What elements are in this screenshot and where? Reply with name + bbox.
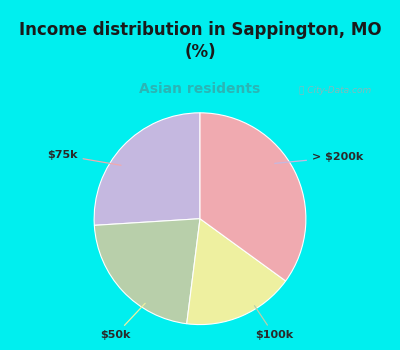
Wedge shape xyxy=(94,113,200,225)
Text: ⓘ City-Data.com: ⓘ City-Data.com xyxy=(299,86,372,95)
Text: $50k: $50k xyxy=(100,303,145,340)
Text: Asian residents: Asian residents xyxy=(139,82,261,96)
Text: $75k: $75k xyxy=(47,150,121,165)
Wedge shape xyxy=(187,219,286,324)
Wedge shape xyxy=(200,113,306,281)
Wedge shape xyxy=(94,219,200,324)
Text: $100k: $100k xyxy=(254,306,293,340)
Text: > $200k: > $200k xyxy=(275,152,363,163)
Text: Income distribution in Sappington, MO
(%): Income distribution in Sappington, MO (%… xyxy=(19,21,381,61)
